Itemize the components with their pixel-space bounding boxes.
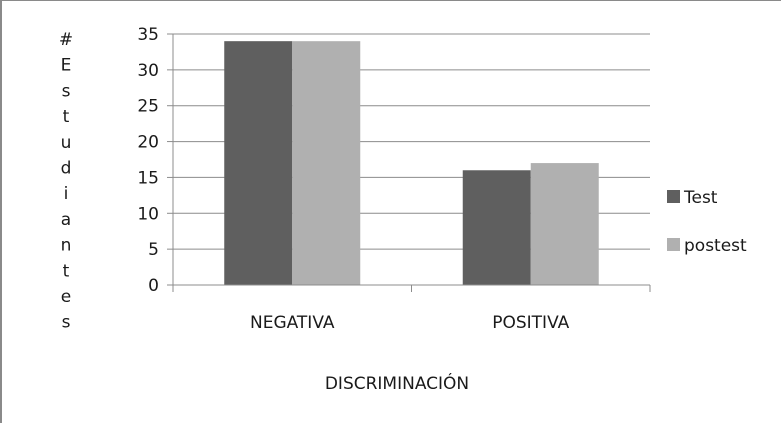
y-axis-title-char: n bbox=[61, 236, 72, 256]
y-axis-title-char: d bbox=[61, 159, 72, 179]
legend-swatch-postest bbox=[667, 238, 680, 251]
y-tick-label: 25 bbox=[137, 97, 159, 117]
legend-label-test: Test bbox=[683, 188, 718, 208]
legend-label-postest: postest bbox=[684, 236, 747, 256]
y-axis-title-char: E bbox=[61, 56, 72, 76]
y-axis-title-char: s bbox=[62, 81, 71, 101]
bars bbox=[224, 41, 599, 285]
y-axis-title-char: t bbox=[63, 107, 70, 127]
y-axis-title-char: i bbox=[64, 184, 69, 204]
bar-postest-positiva bbox=[530, 163, 599, 285]
axes bbox=[172, 34, 651, 292]
y-tick-label: 5 bbox=[148, 240, 159, 260]
y-axis-title-char: a bbox=[61, 210, 71, 230]
bar-test-positiva bbox=[462, 170, 531, 285]
y-tick-label: 0 bbox=[148, 276, 159, 296]
y-tick-label: 35 bbox=[137, 25, 159, 45]
y-tick-label: 15 bbox=[137, 168, 159, 188]
x-tick-label: POSITIVA bbox=[492, 313, 569, 333]
y-axis-title-char: u bbox=[61, 133, 72, 153]
y-axis-ticks: 0 5 10 15 20 25 30 35 bbox=[137, 25, 159, 296]
bar-test-negativa bbox=[224, 41, 293, 285]
y-axis-title-char: # bbox=[59, 30, 73, 50]
x-axis-title: DISCRIMINACIÓN bbox=[325, 372, 469, 394]
y-axis-title-char: t bbox=[63, 261, 70, 281]
category-labels: NEGATIVA POSITIVA bbox=[250, 313, 570, 333]
legend-swatch-test bbox=[667, 190, 680, 203]
y-tick-label: 20 bbox=[137, 133, 159, 153]
y-tick-label: 30 bbox=[137, 61, 159, 81]
legend: Test postest bbox=[667, 188, 747, 256]
y-axis-title-char: e bbox=[61, 287, 71, 307]
bar-postest-negativa bbox=[292, 41, 361, 285]
x-tick-label: NEGATIVA bbox=[250, 313, 335, 333]
y-tick-label: 10 bbox=[137, 204, 159, 224]
y-axis-title-char: s bbox=[62, 313, 71, 333]
